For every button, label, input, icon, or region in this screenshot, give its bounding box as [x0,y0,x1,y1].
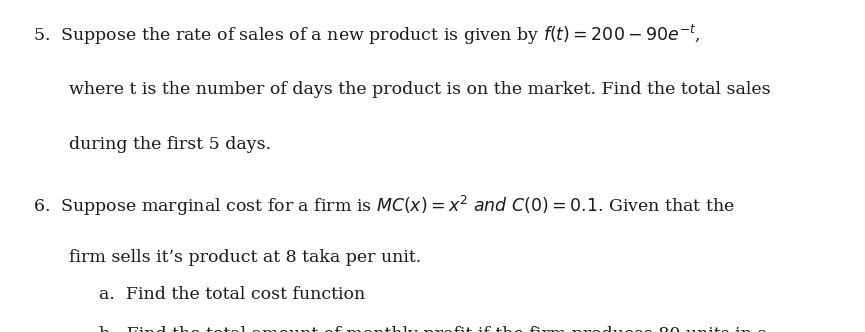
Text: a.  Find the total cost function: a. Find the total cost function [99,286,366,302]
Text: during the first 5 days.: during the first 5 days. [69,136,272,153]
Text: b.  Find the total amount of monthly profit if the firm produces 80 units in a: b. Find the total amount of monthly prof… [99,326,768,332]
Text: 6.  Suppose marginal cost for a firm is $MC(x) = x^2$ $\mathit{and}$ $C(0) = 0.1: 6. Suppose marginal cost for a firm is $… [33,194,735,218]
Text: firm sells it’s product at 8 taka per unit.: firm sells it’s product at 8 taka per un… [69,249,421,266]
Text: 5.  Suppose the rate of sales of a new product is given by $f(t) = 200 - 90e^{-t: 5. Suppose the rate of sales of a new pr… [33,23,700,47]
Text: where t is the number of days the product is on the market. Find the total sales: where t is the number of days the produc… [69,81,771,98]
